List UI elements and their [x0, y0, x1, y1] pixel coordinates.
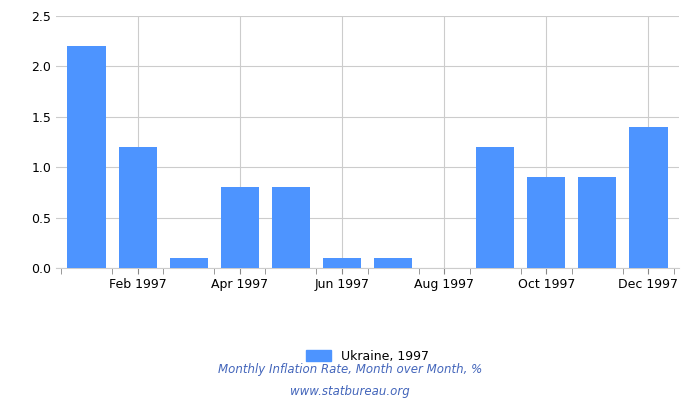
- Bar: [169, 258, 208, 268]
- Bar: [527, 177, 566, 268]
- Bar: [67, 46, 106, 268]
- Bar: [272, 187, 310, 268]
- Bar: [374, 258, 412, 268]
- Bar: [220, 187, 259, 268]
- Bar: [629, 127, 668, 268]
- Bar: [578, 177, 617, 268]
- Bar: [118, 147, 157, 268]
- Text: Monthly Inflation Rate, Month over Month, %: Monthly Inflation Rate, Month over Month…: [218, 364, 482, 376]
- Bar: [476, 147, 514, 268]
- Legend: Ukraine, 1997: Ukraine, 1997: [301, 344, 434, 368]
- Bar: [323, 258, 361, 268]
- Text: www.statbureau.org: www.statbureau.org: [290, 385, 410, 398]
